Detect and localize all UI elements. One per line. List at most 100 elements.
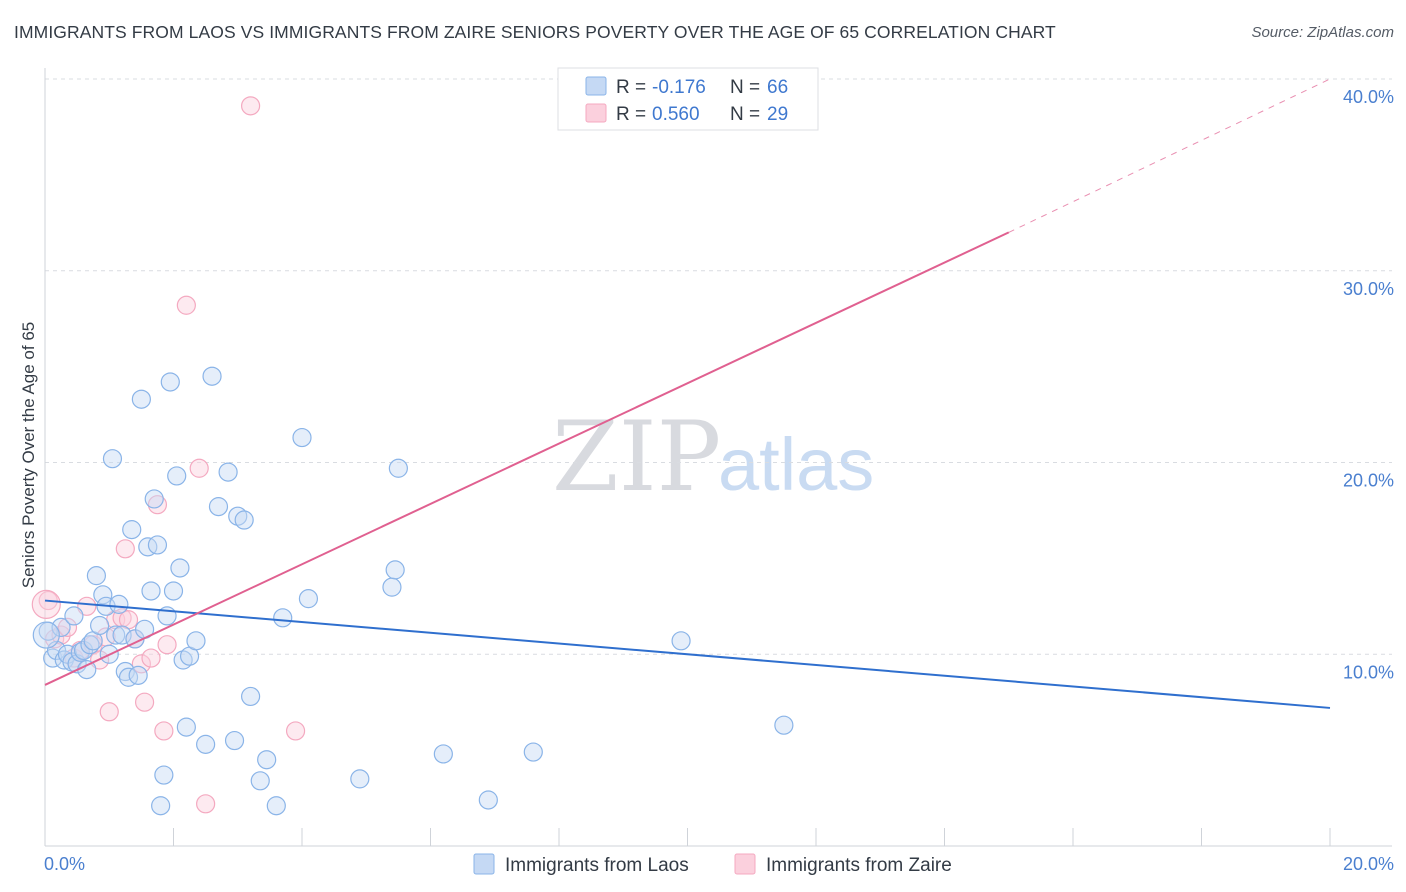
laos-point xyxy=(86,566,107,586)
zaire-point xyxy=(285,721,306,741)
laos-legend-swatch xyxy=(585,76,607,96)
laos-point xyxy=(671,631,691,651)
zaire-point xyxy=(157,635,177,655)
laos-point xyxy=(118,667,139,687)
gridlines xyxy=(45,78,1392,655)
laos-point xyxy=(32,621,60,649)
y-tick-label: 10.0% xyxy=(1343,662,1394,682)
laos-trend-line xyxy=(44,599,1331,709)
zaire-point xyxy=(115,539,135,559)
zaire-point xyxy=(134,692,155,712)
zaire-n-label: N = xyxy=(730,104,760,125)
laos-point xyxy=(93,585,113,605)
zaire-point xyxy=(154,721,174,741)
y-tick-label: 30.0% xyxy=(1343,279,1394,299)
laos-point xyxy=(388,458,408,478)
x-tick-labels: 0.0% 20.0% xyxy=(44,854,1394,874)
laos-point xyxy=(128,665,148,685)
laos-n-value: 66 xyxy=(767,77,788,98)
y-tick-label: 40.0% xyxy=(1343,87,1394,107)
watermark-zip: ZIP xyxy=(552,401,721,513)
zaire-trend-extension xyxy=(1008,78,1331,233)
laos-point xyxy=(224,730,245,751)
laos-point xyxy=(241,686,261,707)
laos-point xyxy=(478,790,498,810)
zaire-point xyxy=(131,654,151,674)
laos-point xyxy=(154,765,174,785)
zaire-point xyxy=(176,295,196,315)
laos-point xyxy=(46,640,67,661)
laos-point xyxy=(257,750,277,770)
laos-point xyxy=(234,510,254,530)
laos-point xyxy=(186,631,206,651)
laos-point xyxy=(774,715,794,735)
laos-point xyxy=(202,366,222,386)
laos-point xyxy=(273,608,293,628)
laos-point xyxy=(147,535,168,555)
zaire-point xyxy=(141,648,161,668)
zaire-point xyxy=(241,96,261,116)
laos-point xyxy=(109,594,129,614)
trend-lines xyxy=(44,78,1331,709)
laos-point xyxy=(170,558,190,578)
y-tick-label: 20.0% xyxy=(1343,471,1394,491)
bottom-legend-laos-swatch xyxy=(473,853,495,875)
laos-point xyxy=(292,427,312,448)
laos-point xyxy=(523,742,543,762)
laos-point xyxy=(298,589,319,609)
zaire-point xyxy=(189,458,209,478)
laos-r-value: -0.176 xyxy=(652,77,706,98)
watermark-atlas: atlas xyxy=(718,423,874,506)
laos-point xyxy=(176,717,196,737)
laos-point xyxy=(196,734,216,754)
y-axis-title: Seniors Poverty Over the Age of 65 xyxy=(19,322,38,588)
laos-point xyxy=(64,606,84,626)
laos-point xyxy=(141,581,161,601)
zaire-n-value: 29 xyxy=(767,104,788,125)
zaire-point xyxy=(31,589,61,619)
laos-point xyxy=(138,537,158,557)
laos-point xyxy=(115,661,135,682)
laos-point xyxy=(433,744,453,764)
laos-point xyxy=(151,796,171,816)
zaire-legend-swatch xyxy=(585,103,607,123)
laos-point xyxy=(144,489,164,509)
laos-point xyxy=(218,462,238,482)
zaire-r-label: R = xyxy=(616,104,646,125)
laos-point xyxy=(70,642,90,662)
bottom-legend-zaire-swatch xyxy=(734,853,756,875)
zaire-point xyxy=(99,702,119,722)
laos-point xyxy=(160,372,180,392)
series-zaire-points xyxy=(31,96,306,814)
bottom-legend-zaire-label: Immigrants from Zaire xyxy=(766,855,952,876)
laos-point xyxy=(385,560,405,580)
laos-point xyxy=(90,615,110,636)
laos-point xyxy=(266,796,286,816)
zaire-trend-line xyxy=(44,231,1010,686)
laos-point xyxy=(208,497,229,517)
axes xyxy=(44,68,1392,847)
y-tick-labels: 10.0% 20.0% 30.0% 40.0% xyxy=(1343,87,1394,682)
x-tick-label-min: 0.0% xyxy=(44,854,85,874)
laos-point xyxy=(131,389,151,409)
laos-point xyxy=(106,625,126,645)
laos-point xyxy=(122,520,142,540)
laos-point xyxy=(112,625,132,645)
bottom-legend-laos-label: Immigrants from Laos xyxy=(505,855,689,876)
x-tick-label-max: 20.0% xyxy=(1343,854,1394,874)
laos-point xyxy=(167,466,187,486)
laos-point xyxy=(51,617,71,638)
zaire-point xyxy=(57,617,78,638)
series-legend: Immigrants from Laos Immigrants from Zai… xyxy=(473,853,952,876)
stats-legend: R = -0.176 N = 66 R = 0.560 N = 29 xyxy=(557,67,819,131)
zaire-r-value: 0.560 xyxy=(652,104,700,125)
laos-point xyxy=(163,581,184,601)
zaire-point xyxy=(51,625,71,645)
laos-r-label: R = xyxy=(616,77,646,98)
laos-point xyxy=(102,449,123,469)
zaire-point xyxy=(77,596,97,616)
laos-point xyxy=(350,769,370,789)
laos-point xyxy=(54,650,74,670)
zaire-point xyxy=(147,495,168,515)
